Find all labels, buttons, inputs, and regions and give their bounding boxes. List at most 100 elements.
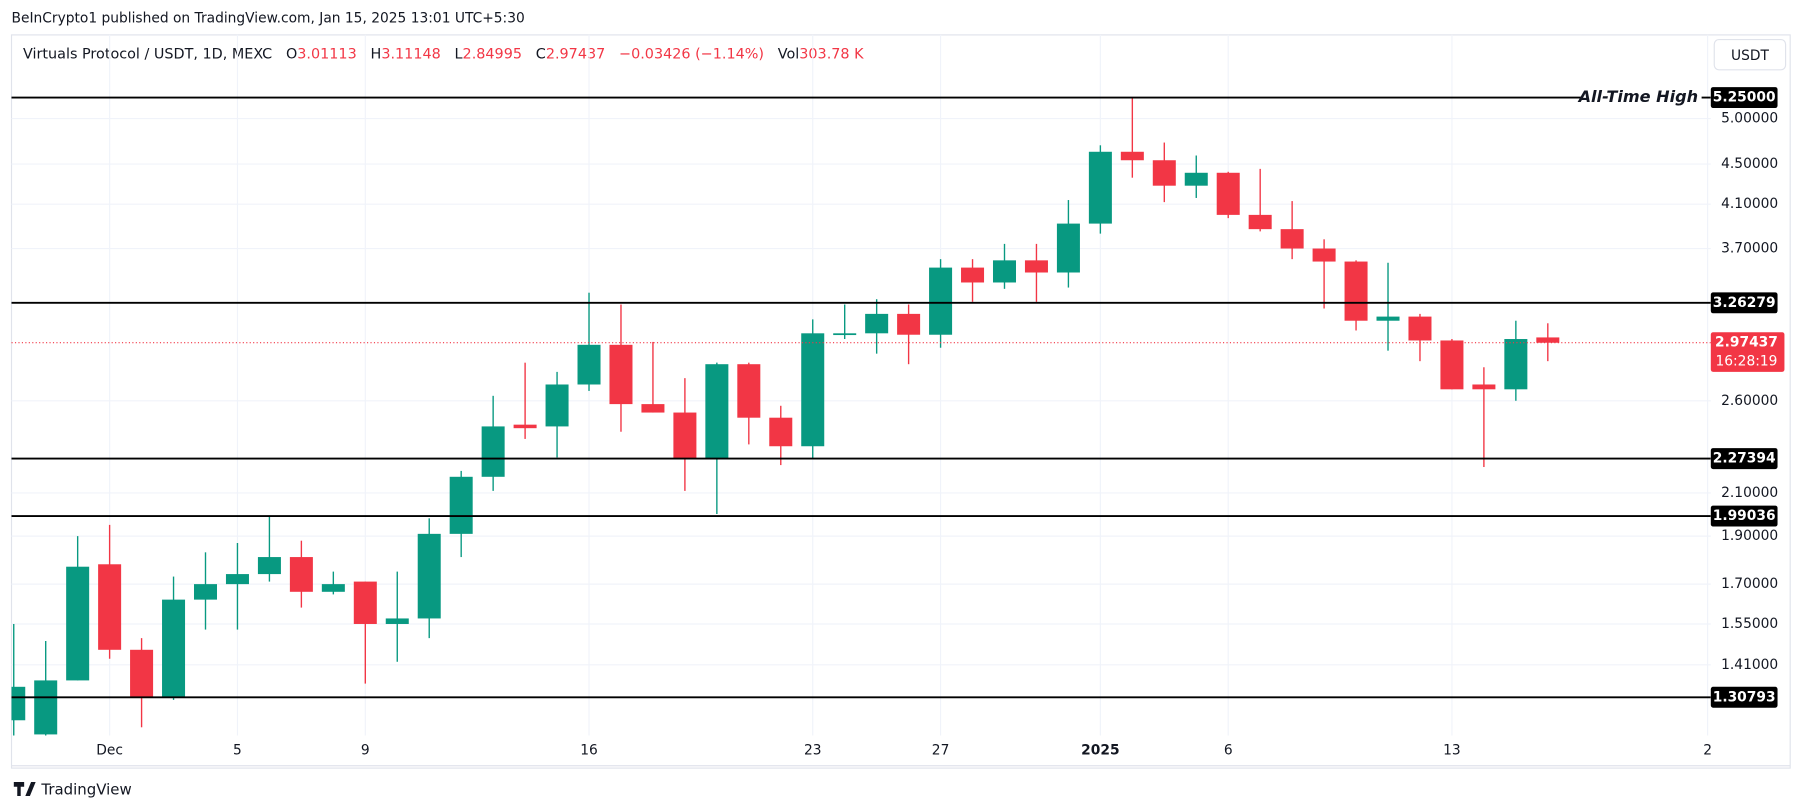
candle-body	[1472, 384, 1496, 390]
candle-body	[705, 364, 729, 460]
brand-logo	[13, 782, 36, 797]
candle-body	[1312, 248, 1336, 262]
open-value: 3.01113	[297, 47, 356, 63]
candle-body	[1088, 151, 1112, 224]
candle-body	[1504, 339, 1528, 390]
candle-body	[929, 267, 953, 335]
countdown: 16:28:19	[1715, 353, 1777, 369]
candle-body	[257, 557, 281, 575]
level-label: 2.27394	[1713, 451, 1776, 467]
level-label: 1.30793	[1713, 689, 1776, 705]
chart-frame	[10, 34, 1791, 769]
x-tick-label: 2	[1703, 743, 1712, 759]
level-label-box	[1710, 87, 1778, 109]
low-value: 2.84995	[463, 47, 522, 63]
candle-body	[130, 649, 154, 697]
candle-body	[353, 581, 377, 624]
legend-row: Virtuals Protocol / USDT, 1D, MEXC O3.01…	[23, 47, 864, 63]
y-tick-label: 1.55000	[1721, 616, 1778, 632]
brand: TradingView	[13, 781, 132, 799]
candle-body	[833, 333, 857, 336]
candle-body	[801, 333, 825, 447]
close-value: 2.97437	[546, 47, 605, 63]
y-tick-label: 1.41000	[1721, 657, 1778, 673]
level-label: 5.25000	[1713, 89, 1776, 105]
level-label-box	[1710, 686, 1778, 708]
candle-body	[769, 417, 793, 447]
candle-body	[545, 384, 569, 427]
candle-body	[1152, 160, 1176, 186]
level-label-box	[1710, 292, 1778, 314]
candle-body	[641, 404, 665, 413]
y-tick-label: 5.00000	[1721, 111, 1778, 127]
candle-body	[1408, 316, 1432, 341]
volume-label: Vol	[778, 47, 800, 63]
y-tick-label: 2.60000	[1721, 393, 1778, 409]
high-value: 3.11148	[381, 47, 440, 63]
y-tick-label: 1.70000	[1721, 576, 1778, 592]
x-tick-label: 27	[932, 743, 950, 759]
x-tick-label: 9	[361, 743, 370, 759]
candle-body	[961, 267, 985, 283]
level-label: 1.99036	[1713, 508, 1776, 524]
candle-body	[162, 599, 186, 697]
candle-body	[609, 344, 633, 405]
candle-body	[513, 424, 537, 429]
x-tick-label: 16	[580, 743, 598, 759]
candle-body	[1376, 316, 1400, 321]
candle-body	[1440, 340, 1464, 390]
candle-body	[193, 584, 218, 600]
annotation: All-Time High	[1577, 87, 1699, 106]
x-tick-label: 23	[804, 743, 822, 759]
candle-body	[992, 260, 1017, 283]
x-tick-label: 5	[233, 743, 242, 759]
candle-body	[66, 566, 90, 681]
candle-body	[737, 364, 761, 418]
candle-body	[289, 557, 313, 592]
currency-label[interactable]: USDT	[1731, 48, 1769, 64]
candle-body	[225, 574, 249, 585]
low-letter: L	[455, 47, 463, 63]
candle-body	[449, 476, 473, 534]
y-tick-label: 4.10000	[1721, 196, 1778, 212]
y-tick-label: 2.10000	[1721, 485, 1778, 501]
symbol: Virtuals Protocol / USDT, 1D, MEXC	[23, 47, 272, 63]
level-label-box	[1710, 448, 1778, 470]
brand-name: TradingView	[40, 781, 131, 799]
candle-body	[1216, 172, 1240, 215]
candle-body	[481, 426, 505, 477]
candle-body	[417, 533, 441, 619]
candle-body	[34, 680, 58, 735]
candle-body	[1120, 151, 1144, 161]
close-letter: C	[536, 47, 546, 63]
candle-body	[1280, 229, 1304, 249]
level-label-box	[1710, 505, 1778, 527]
candle-body	[98, 564, 122, 650]
change: −0.03426 (−1.14%)	[619, 47, 764, 63]
candle-body	[1344, 261, 1368, 321]
candle-body	[385, 618, 409, 624]
currency-button[interactable]	[1713, 38, 1787, 71]
last-price-box	[1710, 332, 1785, 372]
candle-body	[321, 584, 345, 592]
y-tick-label: 1.90000	[1721, 528, 1778, 544]
x-tick-label: 6	[1224, 743, 1233, 759]
x-tick-label: 13	[1443, 743, 1461, 759]
candle-body	[1024, 260, 1048, 273]
axes: 5.00000 4.50000 4.10000 3.70000 2.60000 2.100…	[96, 87, 1785, 759]
level-label: 3.26279	[1713, 295, 1776, 311]
candle-body	[1536, 337, 1560, 343]
x-tick-label: Dec	[96, 743, 123, 759]
candle-body	[1184, 172, 1208, 186]
candle-body	[11, 686, 26, 721]
candle-body	[1056, 223, 1080, 273]
candle-body	[897, 313, 921, 335]
candle-body	[577, 344, 601, 385]
publish-note: BeInCrypto1 published on TradingView.com…	[12, 11, 525, 27]
x-tick-label: 2025	[1081, 743, 1119, 759]
candle-body	[1248, 214, 1272, 230]
candle-body	[673, 412, 697, 460]
open-letter: O	[286, 47, 297, 63]
